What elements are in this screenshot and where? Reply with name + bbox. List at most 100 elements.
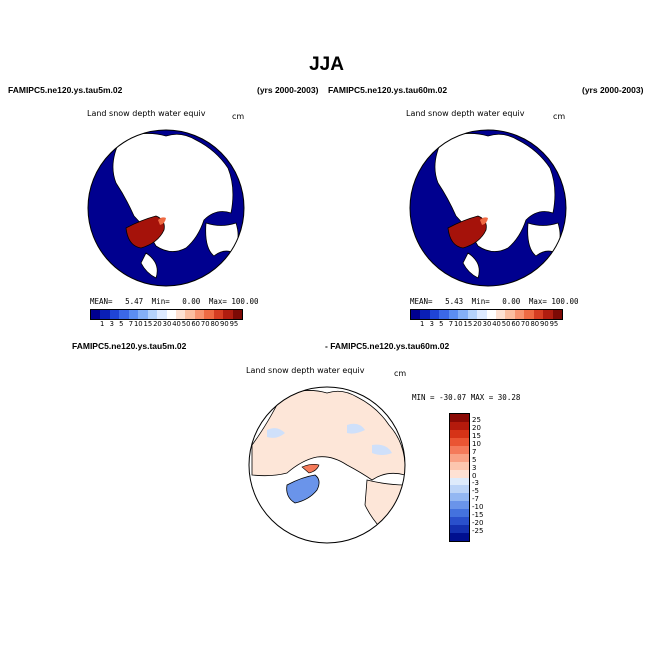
diff-colorbar-swatch <box>450 533 469 541</box>
colorbar-tick-label: 10 <box>133 320 143 328</box>
colorbar-tick-label: 1 <box>420 320 425 328</box>
colorbar-tick-label: 40 <box>492 320 501 328</box>
colorbar-swatch <box>223 310 233 319</box>
diff-colorbar-swatch <box>450 445 469 454</box>
right-max-label: Max= <box>528 297 547 306</box>
colorbar-swatch <box>147 310 158 319</box>
colorbar-tick-label: 60 <box>511 320 520 328</box>
colorbar-tick-label: 20 <box>153 320 162 328</box>
colorbar-swatch <box>533 310 544 319</box>
left-years-label: (yrs 2000-2003) <box>257 85 319 95</box>
colorbar-tick-label: 30 <box>482 320 492 328</box>
right-mean-value: 5.43 <box>445 297 464 306</box>
diff-colorbar-tick-label: -10 <box>472 503 484 512</box>
colorbar-swatch <box>514 310 525 319</box>
colorbar-tick-label: 90 <box>540 320 549 328</box>
diff-colorbar-swatch <box>450 493 469 502</box>
left-mean-value: 5.47 <box>125 297 144 306</box>
diff-colorbar-swatch <box>450 437 469 446</box>
diff-colorbar-tick-label: -25 <box>472 527 484 536</box>
colorbar-tick-label: 60 <box>191 320 200 328</box>
diff-colorbar-tick-label: 3 <box>472 463 477 472</box>
diff-case-b-label: - FAMIPC5.ne120.ys.tau60m.02 <box>325 341 450 351</box>
diff-colorbar-tick-label: 20 <box>472 423 481 432</box>
colorbar-tick-label: 80 <box>530 320 540 328</box>
right-min-value: 0.00 <box>502 297 521 306</box>
colorbar-swatch <box>138 310 148 319</box>
diff-colorbar-tick-label: 25 <box>472 415 481 424</box>
colorbar-tick-label: 15 <box>143 320 153 328</box>
colorbar-tick-label: 3 <box>429 320 434 328</box>
right-units-label: cm <box>553 112 566 121</box>
colorbar-swatch <box>213 310 224 319</box>
right-case-label: FAMIPC5.ne120.ys.tau60m.02 <box>328 85 448 95</box>
colorbar-tick-label: 10 <box>453 320 463 328</box>
colorbar-swatch <box>439 310 449 319</box>
colorbar-swatch <box>204 310 214 319</box>
right-colorbar: 1 3 5 7 10 15 20 30 40 50 60 70 80 90 95 <box>410 309 563 328</box>
left-max-value: 100.00 <box>231 297 259 306</box>
diff-colorbar-swatch <box>450 477 469 486</box>
diff-positive-patch <box>301 464 320 474</box>
colorbar-swatch <box>458 310 468 319</box>
colorbar-tick-label: 80 <box>210 320 220 328</box>
diff-colorbar-swatch <box>450 414 469 422</box>
diff-colorbar-swatch <box>450 501 469 510</box>
diff-colorbar-tick-label: -5 <box>472 487 479 496</box>
colorbar-swatch <box>477 310 487 319</box>
left-colorbar: 1 3 5 7 10 15 20 30 40 50 60 70 80 90 95 <box>90 309 243 328</box>
left-max-label: Max= <box>208 297 227 306</box>
colorbar-tick-label: 3 <box>109 320 114 328</box>
diff-case-a-label: FAMIPC5.ne120.ys.tau5m.02 <box>72 341 187 351</box>
right-years-label: (yrs 2000-2003) <box>582 85 644 95</box>
diff-colorbar-tick-label: 5 <box>472 455 477 464</box>
right-min-label: Min= <box>471 297 490 306</box>
colorbar-swatch <box>100 310 110 319</box>
diff-colorbar-swatch <box>450 421 469 430</box>
europe-land <box>205 222 239 257</box>
greenland-snow <box>125 215 165 249</box>
right-polar-map <box>409 129 567 287</box>
diff-colorbar-tick-label: -7 <box>472 495 479 504</box>
colorbar-tick-label: 30 <box>162 320 172 328</box>
diff-colorbar-swatch <box>450 525 469 534</box>
colorbar-tick-label: 90 <box>220 320 229 328</box>
colorbar-swatch <box>411 310 421 319</box>
diff-neg-patch-1 <box>267 428 285 438</box>
europe-land <box>527 222 561 257</box>
diff-colorbar-swatch <box>450 509 469 518</box>
left-min-label: Min= <box>151 297 170 306</box>
diff-greenland-negative <box>286 474 320 504</box>
right-variable-label: Land snow depth water equiv <box>406 109 525 118</box>
colorbar-tick-label: 7 <box>128 320 134 328</box>
greenland-east-land <box>462 252 480 279</box>
colorbar-swatch <box>543 310 553 319</box>
colorbar-tick-label: 70 <box>520 320 530 328</box>
colorbar-swatch <box>552 310 562 319</box>
colorbar-tick-label: 50 <box>501 320 511 328</box>
colorbar-tick-label: 1 <box>100 320 105 328</box>
diff-colorbar-tick-label: 10 <box>472 439 481 448</box>
diff-colorbar-swatch <box>450 453 469 462</box>
colorbar-tick-label: 95 <box>549 320 559 328</box>
colorbar-swatch <box>448 310 459 319</box>
diff-colorbar-swatch <box>450 517 469 526</box>
greenland-snow <box>447 215 487 249</box>
left-units-label: cm <box>232 112 245 121</box>
greenland-edge <box>158 217 166 225</box>
diff-neg-patch-3 <box>372 444 392 455</box>
diff-colorbar <box>449 413 470 542</box>
diff-variable-label: Land snow depth water equiv <box>246 366 365 375</box>
colorbar-swatch <box>495 310 506 319</box>
colorbar-swatch <box>166 310 176 319</box>
colorbar-tick-label: 15 <box>463 320 473 328</box>
left-mean-label: MEAN= <box>90 297 113 306</box>
colorbar-swatch <box>232 310 242 319</box>
colorbar-tick-label: 7 <box>448 320 454 328</box>
left-polar-map <box>87 129 245 287</box>
diff-colorbar-tick-label: 7 <box>472 447 477 456</box>
colorbar-swatch <box>429 310 440 319</box>
diff-colorbar-swatch <box>450 485 469 494</box>
diff-colorbar-tick-label: -3 <box>472 479 479 488</box>
colorbar-swatch <box>486 310 496 319</box>
